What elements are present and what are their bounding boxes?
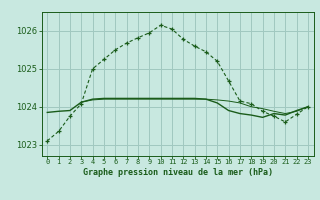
X-axis label: Graphe pression niveau de la mer (hPa): Graphe pression niveau de la mer (hPa) (83, 168, 273, 177)
